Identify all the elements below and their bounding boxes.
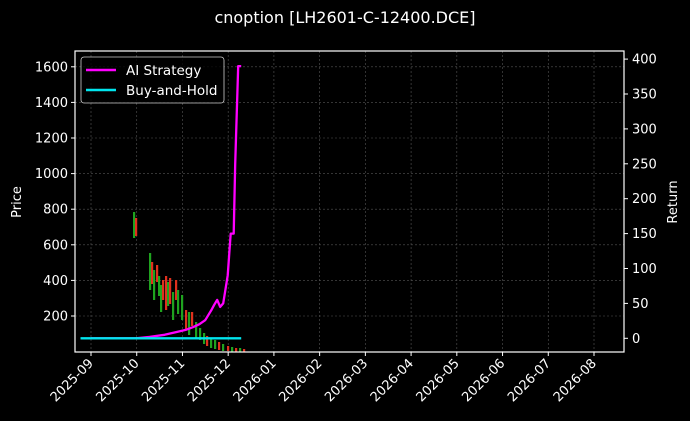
right-tick-label: 150 <box>632 227 657 242</box>
candlestick <box>153 270 156 300</box>
right-tick-label: 250 <box>632 157 657 172</box>
price-candlesticks <box>133 212 246 352</box>
x-tick-label: 2025-09 <box>48 356 97 405</box>
right-tick-label: 300 <box>632 122 657 137</box>
left-tick-label: 600 <box>43 238 68 253</box>
candlestick <box>151 262 154 284</box>
series-line-ai-strategy <box>91 64 242 340</box>
candlestick <box>175 280 178 300</box>
return-lines <box>80 64 242 340</box>
candlestick <box>172 292 175 320</box>
x-tick-label: 2026-07 <box>505 356 554 405</box>
candlestick <box>210 338 213 348</box>
candlestick <box>181 295 184 320</box>
right-tick-label: 200 <box>632 192 657 207</box>
x-tick-label: 2026-04 <box>368 356 417 405</box>
right-tick-label: 0 <box>632 332 640 347</box>
candlestick <box>135 218 138 236</box>
x-tick-label: 2025-10 <box>94 356 143 405</box>
candlestick <box>227 346 230 351</box>
left-y-axis: 200 400 600 800 1000 1200 1400 1600 <box>35 60 75 325</box>
candlestick <box>235 348 238 352</box>
x-tick-label: 2026-01 <box>231 356 280 405</box>
candlestick <box>218 342 221 350</box>
right-tick-label: 400 <box>632 53 657 68</box>
left-tick-label: 400 <box>43 274 68 289</box>
x-tick-label: 2026-06 <box>459 356 508 405</box>
x-axis: 2025-092025-102025-112025-122026-012026-… <box>48 352 600 405</box>
candlestick <box>214 340 217 349</box>
candlestick <box>156 265 159 282</box>
candlestick <box>222 344 225 351</box>
candlestick <box>160 285 163 312</box>
right-tick-label: 50 <box>632 297 649 312</box>
candlestick <box>149 253 152 290</box>
plot-frame <box>74 50 625 353</box>
legend-label-ai-strategy: AI Strategy <box>126 63 201 79</box>
x-tick-label: 2026-02 <box>276 356 325 405</box>
candlestick <box>199 328 202 340</box>
x-tick-label: 2025-11 <box>139 356 188 405</box>
candlestick <box>165 276 168 310</box>
grid-lines <box>75 51 624 352</box>
right-tick-label: 100 <box>632 262 657 277</box>
left-tick-label: 1400 <box>35 96 68 111</box>
legend: AI Strategy Buy-and-Hold <box>80 56 225 104</box>
candlestick <box>231 347 234 352</box>
x-tick-label: 2025-12 <box>185 356 234 405</box>
left-tick-label: 800 <box>43 203 68 218</box>
candlestick <box>158 276 161 296</box>
left-tick-label: 1200 <box>35 132 68 147</box>
left-tick-label: 200 <box>43 310 68 325</box>
candlestick <box>162 280 165 300</box>
chart-title: cnoption [LH2601-C-12400.DCE] <box>214 8 476 27</box>
left-axis-label: Price <box>10 186 25 218</box>
candlestick <box>191 312 194 326</box>
legend-box <box>80 56 225 104</box>
right-axis-label: Return <box>666 180 681 223</box>
candlestick <box>185 310 188 330</box>
right-tick-label: 350 <box>632 88 657 103</box>
candlestick <box>206 336 209 346</box>
candlestick <box>243 349 246 352</box>
left-tick-label: 1000 <box>35 167 68 182</box>
candlestick <box>133 212 136 238</box>
x-tick-label: 2026-05 <box>414 356 463 405</box>
legend-label-buy-and-hold: Buy-and-Hold <box>126 83 217 99</box>
right-y-axis: 0 50 100 150 200 250 300 350 400 <box>624 53 657 347</box>
candlestick <box>177 290 180 314</box>
candlestick <box>188 312 191 335</box>
left-tick-label: 1600 <box>35 60 68 75</box>
candlestick <box>167 282 170 306</box>
candlestick <box>169 278 172 304</box>
candlestick <box>195 322 198 338</box>
candlestick <box>239 348 242 352</box>
x-tick-label: 2026-03 <box>322 356 371 405</box>
x-tick-label: 2026-08 <box>551 356 600 405</box>
